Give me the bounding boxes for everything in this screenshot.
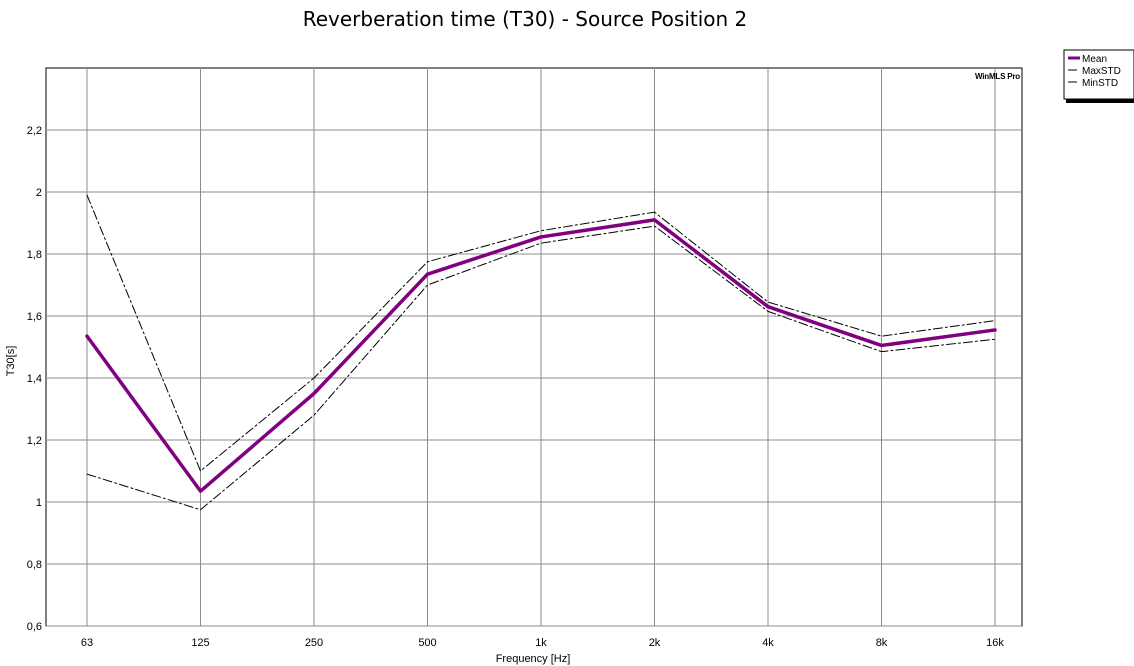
x-tick-label: 4k [762,637,774,649]
y-tick-label: 2,2 [27,125,42,137]
tick-labels: 0,6 0,8 1 1,2 1,4 1,6 1,8 2 2,2 63 125 250 500 1k 2k 4k… [27,125,1005,649]
y-axis-label: T30[s] [5,346,17,377]
x-tick-label: 63 [81,637,93,649]
watermark-text: WinMLS Pro [975,72,1020,81]
x-tick-label: 250 [305,637,323,649]
y-tick-label: 1 [36,497,42,509]
series-line-maxstd [86,194,996,472]
y-tick-label: 0,6 [27,621,42,633]
gridlines [46,68,1022,627]
chart-title: Reverberation time (T30) - Source Positi… [303,7,748,31]
y-tick-label: 1,8 [27,249,42,261]
legend-label-mean: Mean [1082,54,1107,65]
y-tick-label: 1,4 [27,373,42,385]
series-line-minstd [86,225,996,511]
x-axis-label: Frequency [Hz] [496,653,571,665]
x-tick-label: 125 [191,637,209,649]
plot-area: 0,6 0,8 1 1,2 1,4 1,6 1,8 2 2,2 63 125 250 500 1k 2k 4k… [27,67,1023,649]
y-tick-label: 1,6 [27,311,42,323]
x-tick-label: 2k [649,637,661,649]
series-line-mean [85,218,997,493]
legend-label-maxstd: MaxSTD [1082,66,1121,77]
plot-frame [45,67,1023,627]
x-tick-label: 8k [876,637,888,649]
y-tick-label: 2 [36,187,42,199]
x-tick-label: 500 [418,637,436,649]
legend-label-minstd: MinSTD [1082,78,1118,89]
x-tick-label: 1k [535,637,547,649]
y-tick-label: 1,2 [27,435,42,447]
y-tick-label: 0,8 [27,559,42,571]
x-tick-label: 16k [986,637,1004,649]
series-lines [85,194,997,511]
